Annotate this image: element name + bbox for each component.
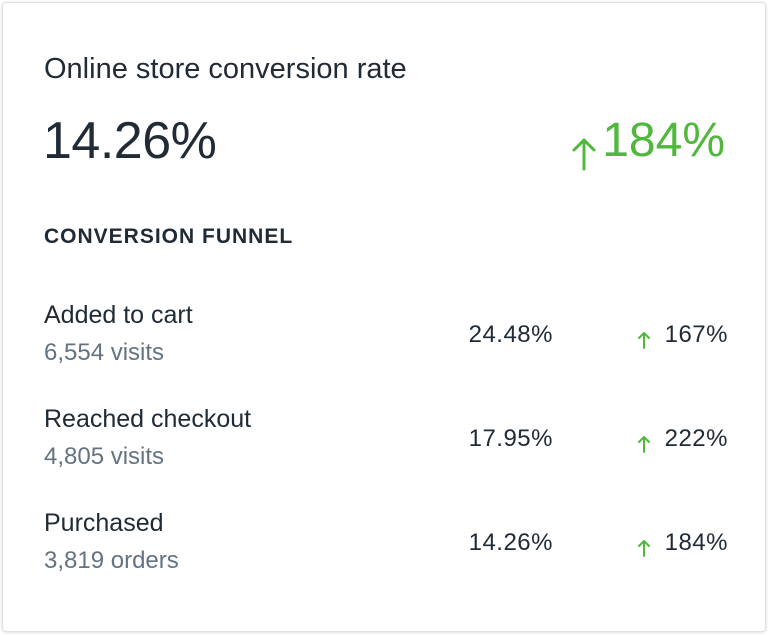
funnel-row-count: 4,805 visits <box>44 443 165 470</box>
funnel-section-label: CONVERSION FUNNEL <box>44 225 294 248</box>
funnel-row-purchased: Purchased 3,819 orders 14.26% 184% <box>44 507 728 587</box>
funnel-row-added-to-cart: Added to cart 6,554 visits 24.48% 167% <box>44 299 728 379</box>
arrow-up-icon <box>637 430 651 453</box>
funnel-row-change: 222% <box>637 423 728 455</box>
funnel-row-rate: 14.26% <box>468 529 553 556</box>
arrow-up-icon <box>637 326 651 349</box>
conversion-rate-change-value: 184% <box>602 114 725 167</box>
conversion-rate-change: 184% <box>570 109 725 173</box>
funnel-row-reached-checkout: Reached checkout 4,805 visits 17.95% 222… <box>44 403 728 483</box>
funnel-row-name: Purchased <box>44 509 164 537</box>
funnel-row-count: 6,554 visits <box>44 339 165 366</box>
funnel-row-change-value: 222% <box>664 425 728 452</box>
funnel-row-rate: 24.48% <box>468 321 553 348</box>
funnel-row-change: 167% <box>637 319 728 351</box>
arrow-up-icon <box>637 534 651 557</box>
arrow-up-icon <box>570 124 598 171</box>
funnel-row-name: Added to cart <box>44 301 193 329</box>
funnel-row-name: Reached checkout <box>44 405 252 433</box>
funnel-row-change: 184% <box>637 527 728 559</box>
funnel-row-rate: 17.95% <box>468 425 553 452</box>
conversion-rate-value: 14.26% <box>43 112 217 170</box>
funnel-row-change-value: 184% <box>664 529 728 556</box>
funnel-row-change-value: 167% <box>664 321 728 348</box>
card-title: Online store conversion rate <box>44 53 407 85</box>
funnel-row-count: 3,819 orders <box>44 547 179 574</box>
